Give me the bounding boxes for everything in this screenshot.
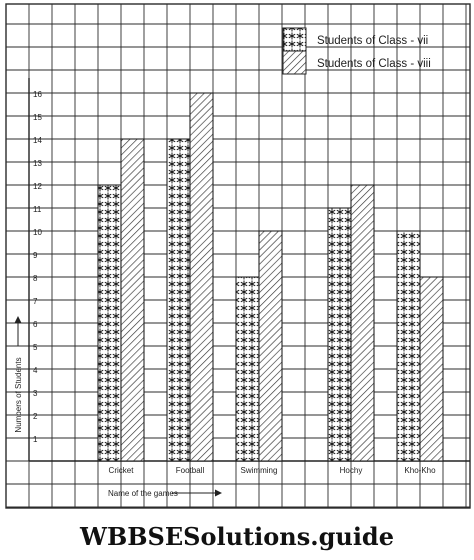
y-tick-label: 5 [33, 343, 38, 352]
bar-class-vii-kho-kho [396, 230, 421, 462]
bar-class-viii-swimming [258, 230, 283, 462]
x-axis-arrow-head [215, 489, 222, 497]
grid-border [5, 3, 471, 509]
x-tick-label: Swimming [241, 466, 278, 475]
y-tick-label: 14 [33, 136, 42, 145]
y-tick-label: 3 [33, 389, 38, 398]
x-tick-label: Football [176, 466, 205, 475]
y-tick-label: 1 [33, 435, 38, 444]
bar-class-viii-football [189, 92, 214, 462]
y-tick-label: 6 [33, 320, 38, 329]
site-watermark: WBBSESolutions.guide [80, 522, 394, 551]
y-tick-label: 2 [33, 412, 38, 421]
y-tick-label: 9 [33, 251, 38, 260]
x-axis-label: Name of the games [108, 489, 178, 498]
y-tick-label: 15 [33, 113, 42, 122]
bar-class-vii-hochy [327, 207, 352, 462]
legend: Students of Class - vii Students of Class… [282, 27, 431, 75]
y-axis-arrow-head [14, 316, 22, 323]
legend-swatch [282, 50, 307, 75]
y-tick-label: 16 [33, 90, 42, 99]
x-tick-label: Kho-Kho [404, 466, 436, 475]
bar-class-vii-swimming [235, 276, 260, 462]
bar-class-vii-cricket [97, 184, 122, 462]
x-tick-label: Cricket [109, 466, 135, 475]
y-tick-label: 12 [33, 182, 42, 191]
y-tick-label: 4 [33, 366, 38, 375]
y-tick-label: 10 [33, 228, 42, 237]
legend-swatch [282, 27, 307, 52]
y-axis-label: Numbers of Students [14, 357, 23, 432]
y-tick-label: 7 [33, 297, 38, 306]
legend-label: Students of Class - vii [317, 35, 428, 47]
x-tick-label: Hochy [340, 466, 363, 475]
bar-class-viii-hochy [350, 184, 375, 462]
legend-label: Students of Class - viii [317, 58, 431, 70]
bars [97, 92, 444, 462]
y-tick-label: 11 [33, 205, 42, 214]
bar-class-viii-cricket [120, 138, 145, 462]
y-tick-label: 8 [33, 274, 38, 283]
bar-class-viii-kho-kho [419, 276, 444, 462]
y-tick-label: 13 [33, 159, 42, 168]
bar-class-vii-football [166, 138, 191, 462]
